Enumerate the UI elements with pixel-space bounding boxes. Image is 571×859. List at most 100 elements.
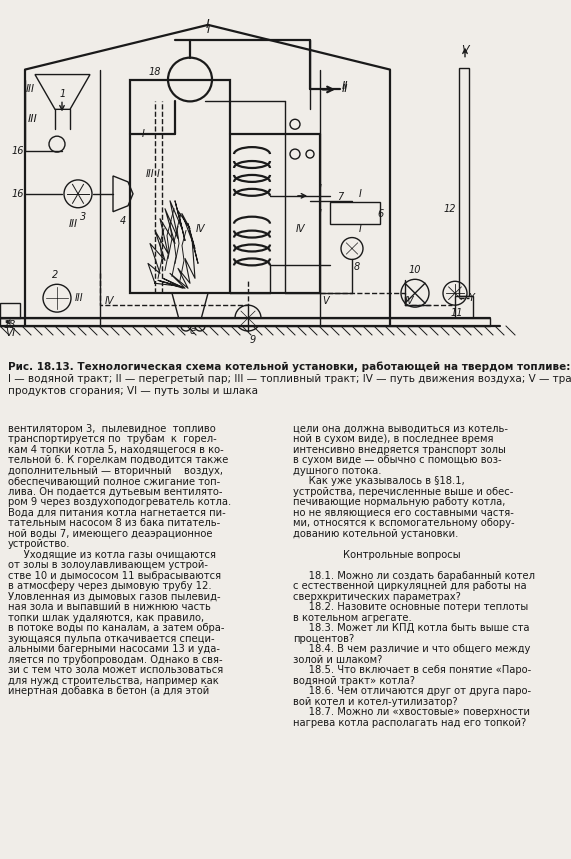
Text: 18.3. Может ли КПД котла быть выше ста: 18.3. Может ли КПД котла быть выше ста [293, 624, 529, 633]
Text: I: I [156, 169, 159, 179]
Text: 18.2. Назовите основные потери теплоты: 18.2. Назовите основные потери теплоты [293, 602, 528, 612]
Text: в сухом виде — обычно с помощью воз-: в сухом виде — обычно с помощью воз- [293, 455, 502, 466]
Text: ми, относятся к вспомогательному обору-: ми, относятся к вспомогательному обору- [293, 518, 514, 528]
Bar [459, 68, 469, 296]
Text: с естественной циркуляцней для работы на: с естественной циркуляцней для работы на [293, 582, 526, 591]
Text: 18.5. Что включает в себя понятие «Паро-: 18.5. Что включает в себя понятие «Паро- [293, 666, 531, 675]
Text: интенсивно внедряется транспорт золы: интенсивно внедряется транспорт золы [293, 445, 506, 454]
Text: в атмосферу через дымовую трубу 12.: в атмосферу через дымовую трубу 12. [8, 582, 212, 591]
Text: 18.7. Можно ли «хвостовые» поверхности: 18.7. Можно ли «хвостовые» поверхности [293, 707, 530, 717]
Text: душного потока.: душного потока. [293, 466, 381, 476]
Text: I — водяной тракт; II — перегретый пар; III — топливный тракт; IV — путь движени: I — водяной тракт; II — перегретый пар; … [8, 374, 571, 384]
Text: продуктов сгорания; VI — путь золы и шлака: продуктов сгорания; VI — путь золы и шла… [8, 386, 258, 396]
Text: в потоке воды по каналам, а затем обра-: в потоке воды по каналам, а затем обра- [8, 624, 224, 633]
Text: кам 4 топки котла 5, находящегося в ко-: кам 4 топки котла 5, находящегося в ко- [8, 445, 224, 454]
Text: IV: IV [195, 223, 205, 234]
Text: от золы в золоулавливающем устрой-: от золы в золоулавливающем устрой- [8, 560, 208, 570]
Text: ной воды 7, имеющего деаэрационное: ной воды 7, имеющего деаэрационное [8, 529, 212, 539]
Text: ляется по трубопроводам. Однако в свя-: ляется по трубопроводам. Однако в свя- [8, 655, 223, 665]
Text: альными багерными насосами 13 и уда-: альными багерными насосами 13 и уда- [8, 644, 220, 655]
Text: но не являющиеся его составными частя-: но не являющиеся его составными частя- [293, 508, 514, 518]
Text: сверхкритических параметрах?: сверхкритических параметрах? [293, 592, 461, 602]
Text: ная зола и выпавший в нижнюю часть: ная зола и выпавший в нижнюю часть [8, 602, 211, 612]
Text: I: I [359, 223, 361, 234]
Text: 18.6. Чем отличаются друг от друга паро-: 18.6. Чем отличаются друг от друга паро- [293, 686, 531, 697]
Text: ром 9 через воздухоподогреватель котла.: ром 9 через воздухоподогреватель котла. [8, 497, 231, 507]
Text: 18.1. Можно ли создать барабанный котел: 18.1. Можно ли создать барабанный котел [293, 570, 535, 581]
Text: золой и шлаком?: золой и шлаком? [293, 655, 383, 665]
Text: лива. Он подается дутьевым вентилято-: лива. Он подается дутьевым вентилято- [8, 487, 223, 497]
Text: IV: IV [295, 223, 305, 234]
Text: I: I [319, 209, 321, 219]
Bar [455, 296, 473, 326]
Text: тельной 6. К горелкам подводится также: тельной 6. К горелкам подводится также [8, 455, 228, 466]
Text: топки шлак удаляются, как правило,: топки шлак удаляются, как правило, [8, 612, 204, 623]
Text: e: e [190, 326, 196, 336]
Text: Уходящие из котла газы очищаются: Уходящие из котла газы очищаются [8, 550, 216, 560]
Text: в котельном агрегате.: в котельном агрегате. [293, 612, 412, 623]
Text: печивающие нормальную работу котла,: печивающие нормальную работу котла, [293, 497, 505, 507]
Text: вой котел и котел-утилизатор?: вой котел и котел-утилизатор? [293, 697, 457, 707]
Text: Вода для питания котла нагнетается пи-: Вода для питания котла нагнетается пи- [8, 508, 226, 518]
Text: I: I [206, 25, 210, 35]
Text: для нужд строительства, например как: для нужд строительства, например как [8, 676, 219, 685]
Text: транспортируется по  трубам  к  горел-: транспортируется по трубам к горел- [8, 434, 217, 444]
Text: зующаяся пульпа откачивается специ-: зующаяся пульпа откачивается специ- [8, 634, 215, 644]
Text: I: I [319, 184, 321, 194]
Text: Рис. 18.13. Технологическая схема котельной установки, работающей на твердом топ: Рис. 18.13. Технологическая схема котель… [8, 362, 570, 372]
Text: цели она должна выводиться из котель-: цели она должна выводиться из котель- [293, 423, 508, 434]
Text: 9: 9 [250, 335, 256, 345]
Text: 8: 8 [354, 262, 360, 272]
Text: устройство.: устройство. [8, 539, 70, 549]
Text: IV: IV [405, 296, 415, 306]
Text: водяной тракт» котла?: водяной тракт» котла? [293, 676, 415, 685]
Text: I: I [142, 129, 144, 139]
Text: I: I [359, 189, 361, 198]
Text: IV: IV [105, 296, 115, 306]
Text: ной в сухом виде), в последнее время: ной в сухом виде), в последнее время [293, 434, 493, 444]
Text: 18.4. В чем различие и что общего между: 18.4. В чем различие и что общего между [293, 644, 530, 655]
Text: III: III [26, 84, 34, 94]
Text: тательным насосом 8 из бака питатель-: тательным насосом 8 из бака питатель- [8, 518, 220, 528]
Text: Как уже указывалось в §18.1,: Как уже указывалось в §18.1, [293, 476, 465, 486]
Text: V: V [322, 296, 329, 306]
Text: 1: 1 [60, 89, 66, 100]
Bar [130, 80, 230, 293]
Text: VI: VI [5, 328, 15, 338]
Text: вентилятором 3,  пылевидное  топливо: вентилятором 3, пылевидное топливо [8, 423, 216, 434]
Bar [330, 202, 380, 223]
Text: 4: 4 [120, 216, 126, 226]
Text: III: III [69, 219, 78, 228]
Text: дованию котельной установки.: дованию котельной установки. [293, 529, 459, 539]
Text: 3: 3 [80, 211, 86, 222]
Text: II: II [342, 84, 348, 94]
Text: стве 10 и дымососом 11 выбрасываются: стве 10 и дымососом 11 выбрасываются [8, 570, 221, 581]
Text: II: II [342, 82, 348, 91]
Text: обеспечивающий полное сжигание топ-: обеспечивающий полное сжигание топ- [8, 476, 220, 486]
Text: 11: 11 [451, 308, 463, 318]
Text: 10: 10 [409, 265, 421, 276]
Text: процентов?: процентов? [293, 634, 354, 644]
Text: V: V [461, 45, 469, 55]
Text: 16: 16 [12, 146, 24, 156]
Bar [0, 303, 20, 318]
Text: I: I [206, 18, 210, 31]
Text: 7: 7 [337, 192, 343, 202]
Text: 12: 12 [444, 204, 456, 214]
Text: 2: 2 [52, 271, 58, 280]
Bar [0, 318, 490, 326]
Text: III: III [75, 293, 83, 303]
Text: нагрева котла располагать над его топкой?: нагрева котла располагать над его топкой… [293, 718, 526, 728]
Text: инертная добавка в бетон (а для этой: инертная добавка в бетон (а для этой [8, 686, 209, 697]
Text: 6: 6 [377, 209, 383, 219]
Text: дополнительный — вторичный    воздух,: дополнительный — вторичный воздух, [8, 466, 223, 476]
Text: III: III [146, 169, 154, 179]
Text: 18: 18 [149, 66, 161, 76]
Text: Контрольные вопросы: Контрольные вопросы [293, 550, 461, 560]
Text: 13: 13 [4, 320, 16, 330]
Text: зи с тем что зола может использоваться: зи с тем что зола может использоваться [8, 666, 223, 675]
Text: III: III [28, 114, 38, 125]
Text: Y: Y [468, 293, 474, 303]
Text: 16: 16 [12, 189, 24, 198]
Text: Уловленная из дымовых газов пылевид-: Уловленная из дымовых газов пылевид- [8, 592, 220, 602]
